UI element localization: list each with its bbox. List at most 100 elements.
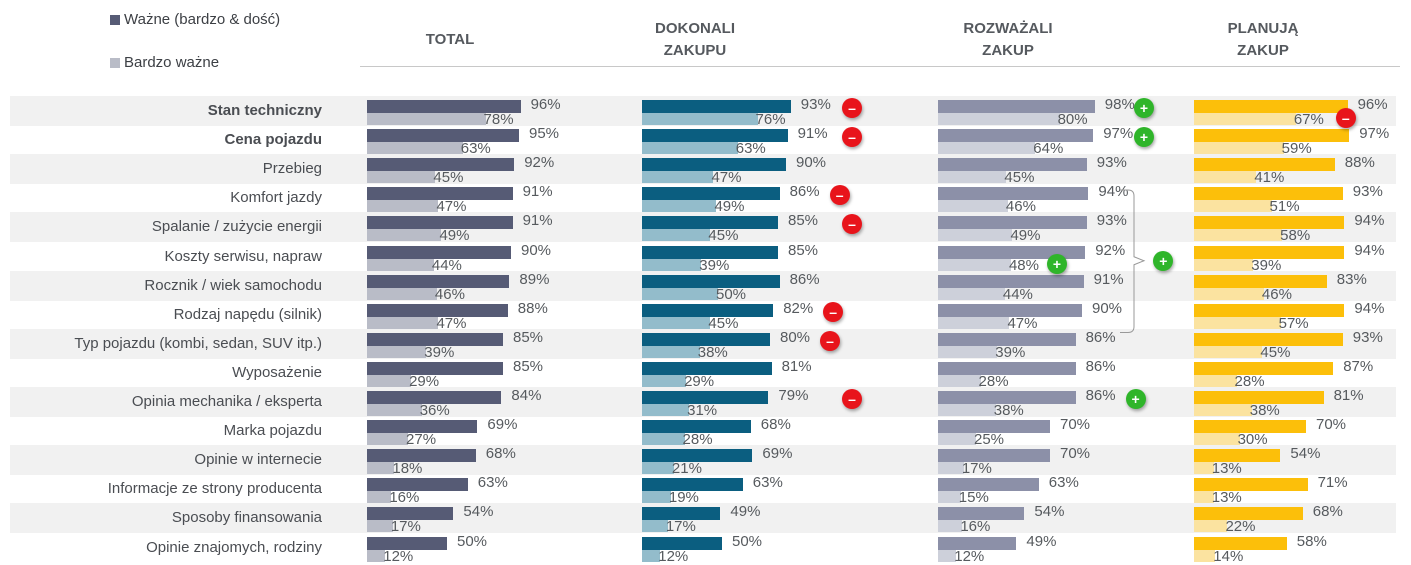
category-label: Wyposażenie xyxy=(232,363,322,381)
value-label-important: 85% xyxy=(788,241,819,259)
bar-important xyxy=(938,187,1089,201)
value-label-important: 93% xyxy=(1352,328,1383,346)
value-label-very-important: 38% xyxy=(697,343,728,361)
bar-very-important xyxy=(642,316,711,329)
bar-important xyxy=(1194,449,1281,463)
value-label-important: 85% xyxy=(788,212,819,230)
category-label: Cena pojazdu xyxy=(224,131,322,149)
bar-important xyxy=(938,536,1017,550)
bar-very-important xyxy=(367,549,386,562)
value-label-very-important: 64% xyxy=(1033,140,1064,158)
plus-marker-icon: + xyxy=(1046,253,1067,274)
value-label-very-important: 49% xyxy=(1010,227,1041,245)
value-label-important: 90% xyxy=(521,241,552,259)
value-label-important: 70% xyxy=(1060,416,1091,434)
legend-swatch-important xyxy=(110,14,120,25)
bar-very-important xyxy=(1194,433,1240,446)
value-label-very-important: 12% xyxy=(954,547,985,565)
value-label-important: 88% xyxy=(1344,154,1375,172)
category-label: Informacje ze strony producenta xyxy=(107,480,322,498)
value-label-important: 85% xyxy=(513,357,544,375)
bar-important xyxy=(367,361,503,375)
bar-very-important xyxy=(938,549,957,562)
bar-very-important xyxy=(1194,258,1254,271)
value-label-very-important: 21% xyxy=(671,460,702,478)
value-label-very-important: 29% xyxy=(684,372,715,390)
bar-important xyxy=(1194,216,1345,230)
bar-important xyxy=(367,216,513,230)
value-label-very-important: 39% xyxy=(1251,256,1282,274)
value-label-very-important: 17% xyxy=(961,460,992,478)
value-label-very-important: 59% xyxy=(1281,140,1312,158)
value-label-important: 50% xyxy=(732,532,763,550)
value-label-very-important: 12% xyxy=(658,547,689,565)
value-label-important: 49% xyxy=(1026,532,1057,550)
bar-important xyxy=(938,332,1076,346)
bar-important xyxy=(367,274,510,288)
value-label-important: 86% xyxy=(1085,387,1116,404)
plus-marker-icon: + xyxy=(1153,251,1174,272)
value-label-important: 95% xyxy=(529,125,560,143)
value-label-very-important: 17% xyxy=(390,518,421,536)
bar-very-important xyxy=(1194,316,1281,329)
minus-marker-icon: – xyxy=(823,301,844,322)
category-label: Marka pojazdu xyxy=(223,422,322,440)
category-label: Przebieg xyxy=(262,160,322,178)
bar-important xyxy=(938,420,1050,434)
category-label: Rodzaj napędu (silnik) xyxy=(173,305,322,323)
value-label-very-important: 12% xyxy=(383,547,414,565)
value-label-very-important: 49% xyxy=(714,198,745,216)
value-label-important: 97% xyxy=(1103,125,1134,143)
value-label-very-important: 58% xyxy=(1280,227,1311,245)
bar-important xyxy=(642,158,786,172)
value-label-very-important: 80% xyxy=(1057,111,1088,128)
bar-very-important xyxy=(642,404,690,416)
category-label: Opinie znajomych, rodziny xyxy=(146,538,322,556)
legend-swatch-very-important xyxy=(110,57,120,68)
value-label-very-important: 16% xyxy=(960,518,991,536)
group-bracket xyxy=(1120,189,1146,334)
value-label-important: 93% xyxy=(1096,212,1127,230)
bar-very-important xyxy=(1194,404,1252,416)
value-label-important: 91% xyxy=(522,183,553,201)
bar-very-important xyxy=(938,491,961,504)
bar-very-important xyxy=(642,171,714,184)
value-label-important: 54% xyxy=(1290,445,1321,463)
bar-very-important xyxy=(938,229,1013,242)
value-label-very-important: 50% xyxy=(716,285,747,303)
bar-important xyxy=(938,391,1076,404)
bar-important xyxy=(1194,478,1308,492)
category-label: Komfort jazdy xyxy=(230,189,322,207)
value-label-very-important: 46% xyxy=(1005,198,1036,216)
bar-important xyxy=(938,216,1087,230)
bar-important xyxy=(367,420,478,434)
value-label-important: 63% xyxy=(752,474,783,492)
bar-important xyxy=(1194,187,1343,201)
bar-very-important xyxy=(367,433,409,446)
panel-title: ROZWAŻALI ZAKUP xyxy=(963,20,1053,59)
minus-marker-icon: – xyxy=(842,214,862,235)
value-label-important: 93% xyxy=(800,96,831,113)
value-label-very-important: 15% xyxy=(958,489,989,507)
bar-important xyxy=(642,507,721,521)
value-label-very-important: 57% xyxy=(1278,314,1309,332)
value-label-important: 70% xyxy=(1316,416,1347,434)
value-label-important: 68% xyxy=(485,445,516,463)
bar-very-important xyxy=(367,345,427,358)
bar-important xyxy=(938,274,1084,288)
bar-very-important xyxy=(642,142,738,155)
value-label-important: 90% xyxy=(796,154,827,172)
bar-very-important xyxy=(642,229,711,242)
bar-important xyxy=(367,478,468,492)
value-label-important: 90% xyxy=(1092,299,1123,317)
bar-important xyxy=(938,158,1087,172)
value-label-very-important: 49% xyxy=(439,227,470,245)
value-label-very-important: 18% xyxy=(392,460,423,478)
value-label-very-important: 47% xyxy=(1007,314,1038,332)
value-label-important: 80% xyxy=(780,328,811,346)
category-label: Opinia mechanika / eksperta xyxy=(131,393,322,410)
value-label-important: 82% xyxy=(783,299,814,317)
bar-very-important xyxy=(367,113,486,125)
value-label-very-important: 45% xyxy=(1004,169,1035,187)
plus-marker-icon: + xyxy=(1134,98,1154,118)
